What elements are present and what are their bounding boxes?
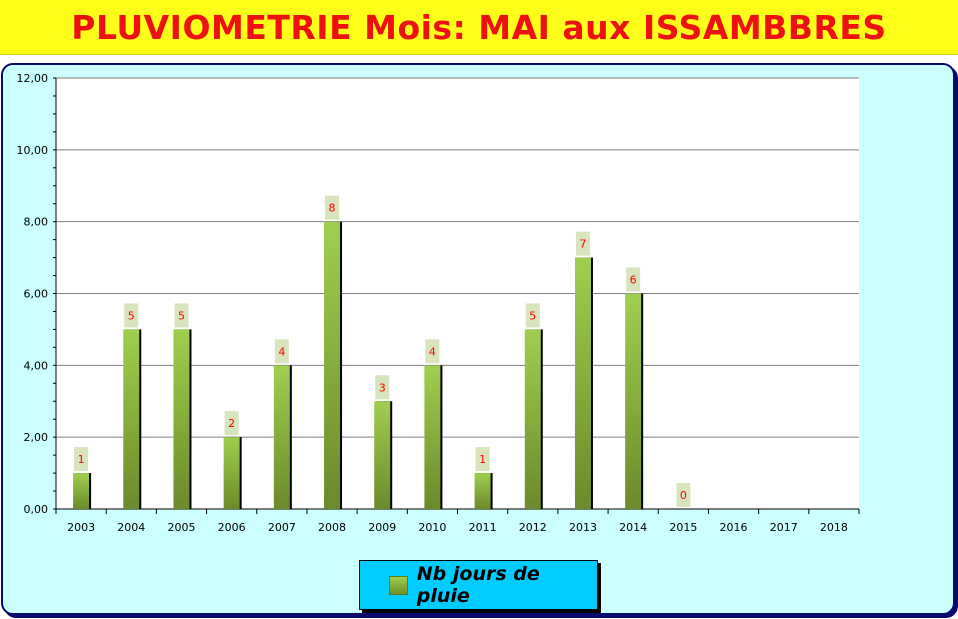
- bar: [374, 401, 391, 509]
- bar: [524, 329, 541, 509]
- data-label: 0: [680, 489, 687, 502]
- x-tick-label: 2003: [67, 521, 95, 534]
- x-tick-label: 2014: [619, 521, 647, 534]
- data-label: 5: [128, 309, 135, 322]
- x-tick-label: 2010: [418, 521, 446, 534]
- legend: Nb jours de pluie: [359, 560, 598, 610]
- bar: [73, 473, 90, 509]
- x-tick-label: 2007: [268, 521, 296, 534]
- bar: [223, 437, 240, 509]
- data-label-bg: [124, 303, 139, 328]
- x-tick-label: 2008: [318, 521, 346, 534]
- x-tick-label: 2004: [117, 521, 145, 534]
- data-label: 6: [630, 274, 637, 287]
- x-tick-label: 2015: [669, 521, 697, 534]
- data-label-bg: [475, 447, 490, 472]
- data-label: 2: [228, 417, 235, 430]
- data-label: 4: [278, 345, 285, 358]
- bar: [574, 257, 591, 509]
- x-tick-label: 2018: [820, 521, 848, 534]
- data-label-bg: [425, 339, 440, 364]
- bar: [324, 221, 341, 509]
- y-tick-label: 6,00: [24, 288, 49, 301]
- title-bar: PLUVIOMETRIE Mois: MAI aux ISSAMBBRES: [0, 0, 958, 55]
- bar: [273, 365, 290, 509]
- data-label-bg: [575, 231, 590, 256]
- legend-label: Nb jours de pluie: [416, 563, 540, 607]
- bar: [474, 473, 491, 509]
- data-label: 1: [479, 453, 486, 466]
- data-label: 3: [379, 381, 386, 394]
- data-label-bg: [174, 303, 189, 328]
- x-tick-label: 2017: [770, 521, 798, 534]
- y-tick-label: 4,00: [24, 359, 49, 372]
- y-tick-label: 12,00: [17, 72, 49, 85]
- data-label: 5: [178, 309, 185, 322]
- x-tick-label: 2009: [368, 521, 396, 534]
- x-tick-label: 2006: [218, 521, 246, 534]
- data-label: 5: [529, 309, 536, 322]
- data-label-bg: [676, 483, 691, 507]
- x-tick-label: 2005: [167, 521, 195, 534]
- chart-title: PLUVIOMETRIE Mois: MAI aux ISSAMBBRES: [71, 7, 887, 47]
- data-label: 8: [329, 202, 336, 215]
- x-tick-label: 2013: [569, 521, 597, 534]
- x-tick-label: 2012: [519, 521, 547, 534]
- data-label-bg: [325, 195, 340, 220]
- data-label-bg: [224, 411, 239, 436]
- y-tick-label: 8,00: [24, 216, 49, 229]
- data-label-bg: [74, 447, 89, 472]
- legend-swatch: [389, 575, 408, 595]
- data-label: 7: [579, 238, 586, 251]
- bar: [625, 293, 642, 509]
- bar: [173, 329, 190, 509]
- y-tick-label: 10,00: [17, 144, 49, 157]
- y-tick-label: 0,00: [24, 503, 49, 516]
- data-label-bg: [274, 339, 289, 364]
- x-tick-label: 2011: [469, 521, 497, 534]
- x-tick-label: 2016: [720, 521, 748, 534]
- data-label-bg: [525, 303, 540, 328]
- data-label: 1: [78, 453, 85, 466]
- bar: [424, 365, 441, 509]
- data-label-bg: [626, 267, 641, 292]
- data-label: 4: [429, 345, 436, 358]
- y-tick-label: 2,00: [24, 431, 49, 444]
- bar: [123, 329, 140, 509]
- data-label-bg: [375, 375, 390, 400]
